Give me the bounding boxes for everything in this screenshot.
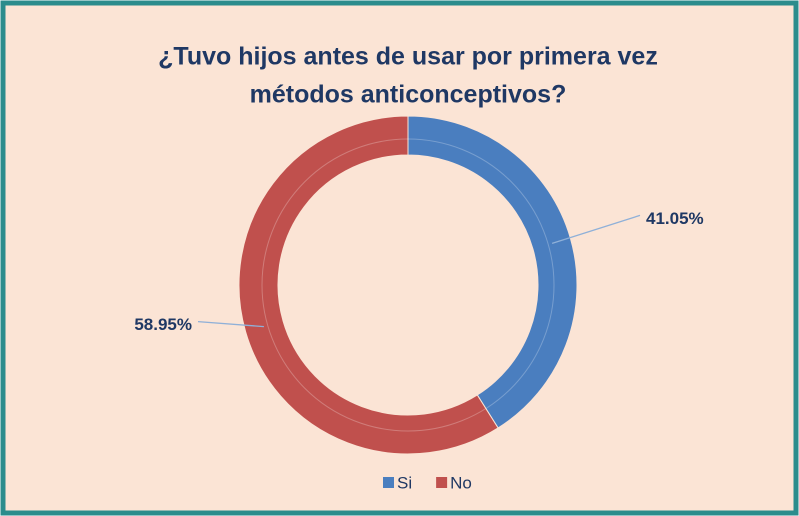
leader-line [197, 320, 264, 328]
inner-ring [261, 138, 555, 432]
legend-label: Si [397, 473, 412, 492]
donut-slice [238, 115, 499, 455]
legend-label: No [450, 473, 472, 492]
data-label: 41.05% [646, 209, 704, 228]
legend-swatch [436, 477, 448, 488]
chart-title: ¿Tuvo hijos antes de usar por primera ve… [158, 43, 658, 71]
data-label: 58.95% [134, 315, 192, 334]
leader-line [551, 214, 641, 244]
chart-title: métodos anticonceptivos? [250, 81, 567, 109]
legend-swatch [383, 477, 394, 488]
donut-slice [407, 115, 578, 429]
